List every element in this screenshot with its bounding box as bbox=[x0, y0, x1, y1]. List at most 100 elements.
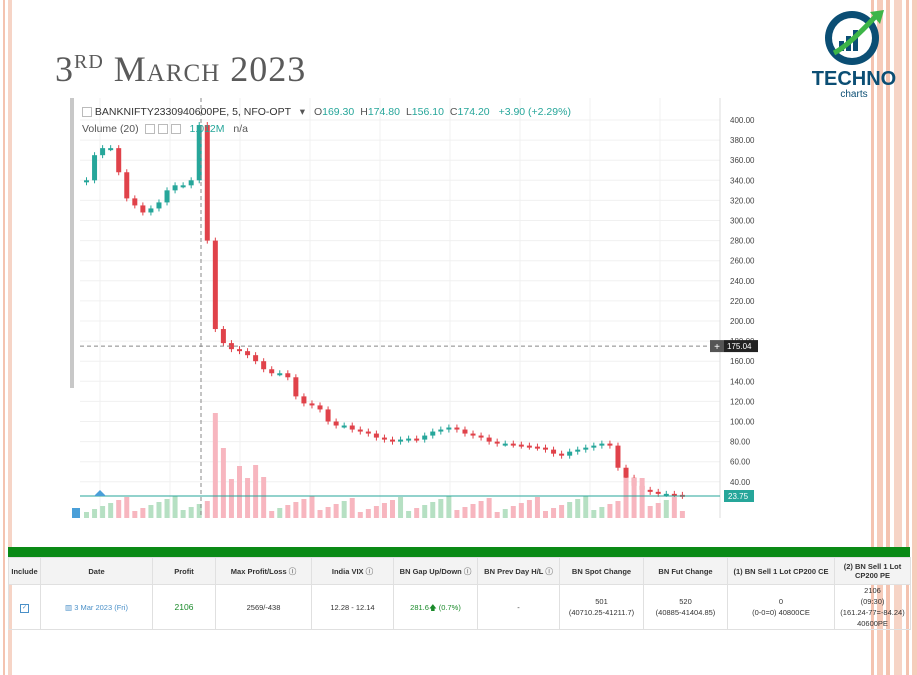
fut-change-range: (40885-41404.85) bbox=[655, 608, 716, 617]
candle bbox=[518, 444, 524, 447]
candlestick-chart-panel[interactable]: 400.00 380.00 360.00 340.00 320.00 300.00 280.… bbox=[70, 98, 760, 520]
candle bbox=[398, 439, 404, 442]
include-cell[interactable]: ✓ bbox=[8, 584, 41, 630]
volume-bar bbox=[599, 507, 605, 518]
column-header: Include bbox=[8, 557, 41, 585]
volume-bar bbox=[301, 499, 307, 518]
candle bbox=[446, 427, 452, 430]
spot-change-range: (40710.25-41211.7) bbox=[568, 608, 635, 617]
info-icon: ⓘ bbox=[461, 566, 472, 576]
candle bbox=[116, 148, 122, 173]
volume-bar bbox=[237, 466, 242, 518]
volume-bar bbox=[116, 500, 122, 518]
table-title-bar bbox=[8, 547, 910, 557]
svg-text:charts: charts bbox=[840, 89, 867, 100]
candle bbox=[510, 443, 516, 446]
volume-bar bbox=[172, 496, 178, 518]
candle bbox=[293, 377, 299, 397]
volume-bar bbox=[365, 509, 371, 518]
volume-bar bbox=[647, 506, 653, 518]
volume-bar bbox=[212, 413, 218, 518]
max-profit-loss-value: 2569/-438 bbox=[246, 602, 281, 612]
candle bbox=[349, 425, 355, 430]
volume-legend: Volume (20) 1.012M n/a bbox=[82, 123, 248, 135]
calendar-icon: ▥ bbox=[65, 602, 75, 612]
svg-text:TECHNO: TECHNO bbox=[812, 68, 896, 90]
column-header: BN Fut Change bbox=[643, 557, 728, 585]
volume-bar bbox=[486, 498, 492, 518]
volume-bar bbox=[607, 504, 613, 518]
include-checkbox[interactable]: ✓ bbox=[20, 604, 29, 613]
volume-bar bbox=[534, 497, 540, 518]
volume-bar bbox=[156, 502, 162, 518]
candle bbox=[583, 447, 589, 450]
candle bbox=[462, 429, 468, 434]
spot-change-points: 501 bbox=[595, 597, 608, 606]
volume-value: 1.012M bbox=[189, 123, 225, 135]
volume-bar bbox=[398, 497, 404, 518]
volume-bar bbox=[406, 511, 412, 518]
volume-bar bbox=[655, 503, 661, 518]
candle bbox=[502, 443, 508, 446]
date-link[interactable]: 3 Mar 2023 (Fri) bbox=[74, 602, 128, 612]
ce-leg-detail: (0-0=0) 40800CE bbox=[752, 608, 810, 617]
volume-bar bbox=[502, 509, 508, 518]
volume-bar bbox=[575, 499, 581, 518]
volume-bar bbox=[623, 478, 629, 518]
date-cell[interactable]: ▥ 3 Mar 2023 (Fri) bbox=[40, 584, 153, 630]
volume-bar bbox=[583, 496, 589, 518]
candle bbox=[365, 431, 371, 434]
candle bbox=[100, 148, 106, 156]
column-header: Profit bbox=[152, 557, 216, 585]
candle bbox=[285, 373, 291, 378]
candle bbox=[301, 396, 307, 404]
candle bbox=[623, 467, 629, 478]
ohlc-key-l: L bbox=[405, 106, 412, 118]
candle bbox=[373, 433, 379, 438]
price-axis-tick: 160.00 bbox=[730, 357, 755, 366]
volume-bar bbox=[220, 448, 226, 518]
volume-bar bbox=[631, 478, 637, 518]
candle bbox=[478, 435, 484, 438]
volume-bar bbox=[390, 500, 395, 518]
column-header: BN Spot Change bbox=[559, 557, 644, 585]
prev-day-hl-value: - bbox=[517, 602, 520, 612]
slide-title: 3RD March 2023 bbox=[55, 49, 307, 89]
volume-label: Volume (20) bbox=[82, 123, 139, 135]
pe-leg-pnl: 2106 bbox=[864, 586, 881, 595]
column-header: Date bbox=[40, 557, 153, 585]
volume-bar bbox=[639, 478, 645, 518]
candle bbox=[543, 447, 548, 450]
candle bbox=[140, 205, 146, 213]
volume-bar bbox=[325, 507, 331, 518]
price-axis-tick: 120.00 bbox=[730, 397, 755, 406]
candle bbox=[534, 446, 540, 449]
volume-bar bbox=[422, 505, 428, 518]
ohlc-key-h: H bbox=[360, 106, 368, 118]
volume-bar bbox=[591, 510, 597, 518]
candle bbox=[438, 429, 444, 432]
volume-bar bbox=[526, 500, 532, 518]
volume-bar bbox=[228, 479, 234, 518]
ohlc-value-h: 174.80 bbox=[367, 106, 400, 118]
candle bbox=[357, 429, 363, 432]
volume-bar bbox=[188, 507, 194, 518]
price-axis-tick: 400.00 bbox=[730, 116, 755, 125]
volume-bar bbox=[245, 478, 251, 518]
volume-bar bbox=[269, 511, 275, 518]
volume-bar bbox=[132, 511, 138, 518]
chart-marker-icon bbox=[94, 490, 106, 496]
volume-bar bbox=[140, 508, 146, 518]
column-header: Max Profit/Loss ⓘ bbox=[215, 557, 312, 585]
price-axis-tick: 320.00 bbox=[730, 196, 755, 205]
gap-percent: (0.7%) bbox=[438, 602, 461, 612]
volume-bar bbox=[438, 499, 444, 518]
last-price-label: 23.75 bbox=[728, 492, 749, 501]
volume-na: n/a bbox=[233, 123, 249, 135]
chart-scrollbar[interactable] bbox=[70, 98, 74, 388]
candle bbox=[212, 240, 218, 330]
volume-bar bbox=[543, 511, 548, 518]
volume-bar bbox=[317, 510, 323, 518]
volume-bar bbox=[414, 508, 420, 518]
candle bbox=[599, 443, 605, 446]
